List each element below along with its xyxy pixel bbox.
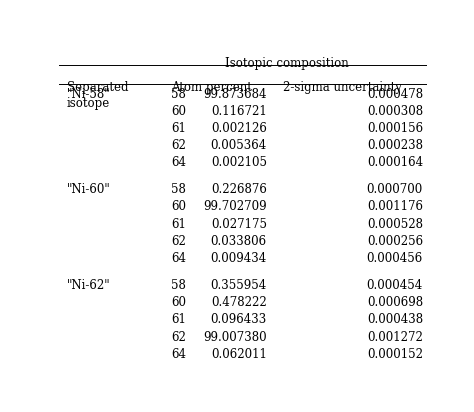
- Text: Isotopic composition: Isotopic composition: [225, 57, 349, 70]
- Text: 58: 58: [171, 183, 186, 196]
- Text: 0.005364: 0.005364: [210, 139, 267, 152]
- Text: 0.000456: 0.000456: [367, 252, 423, 265]
- Text: 61: 61: [171, 314, 186, 326]
- Text: 60: 60: [171, 105, 186, 118]
- Text: 0.116721: 0.116721: [211, 105, 267, 118]
- Text: 0.000454: 0.000454: [367, 279, 423, 292]
- Text: 62: 62: [171, 139, 186, 152]
- Text: 61: 61: [171, 218, 186, 231]
- Text: 64: 64: [171, 252, 186, 265]
- Text: 62: 62: [171, 235, 186, 248]
- Text: 0.000156: 0.000156: [367, 122, 423, 135]
- Text: 62: 62: [171, 330, 186, 344]
- Text: 0.355954: 0.355954: [210, 279, 267, 292]
- Text: 0.062011: 0.062011: [211, 348, 267, 360]
- Text: 0.478222: 0.478222: [211, 296, 267, 309]
- Text: 0.002105: 0.002105: [211, 156, 267, 169]
- Text: 0.001272: 0.001272: [367, 330, 423, 344]
- Text: 60: 60: [171, 296, 186, 309]
- Text: 0.000256: 0.000256: [367, 235, 423, 248]
- Text: 0.000478: 0.000478: [367, 87, 423, 101]
- Text: 0.000152: 0.000152: [367, 348, 423, 360]
- Text: "Ni-60": "Ni-60": [66, 183, 110, 196]
- Text: 58: 58: [171, 279, 186, 292]
- Text: 0.096433: 0.096433: [210, 314, 267, 326]
- Text: Atom percent: Atom percent: [171, 81, 252, 94]
- Text: 0.000698: 0.000698: [367, 296, 423, 309]
- Text: 99.007380: 99.007380: [203, 330, 267, 344]
- Text: "Ni-58": "Ni-58": [66, 87, 110, 101]
- Text: 0.000700: 0.000700: [367, 183, 423, 196]
- Text: 0.001176: 0.001176: [367, 201, 423, 213]
- Text: 2-sigma uncertainty: 2-sigma uncertainty: [283, 81, 401, 94]
- Text: 99.873684: 99.873684: [203, 87, 267, 101]
- Text: "Ni-62": "Ni-62": [66, 279, 110, 292]
- Text: 0.033806: 0.033806: [210, 235, 267, 248]
- Text: 99.702709: 99.702709: [203, 201, 267, 213]
- Text: 0.000238: 0.000238: [367, 139, 423, 152]
- Text: 0.226876: 0.226876: [211, 183, 267, 196]
- Text: 0.002126: 0.002126: [211, 122, 267, 135]
- Text: 0.000438: 0.000438: [367, 314, 423, 326]
- Text: 64: 64: [171, 156, 186, 169]
- Text: 0.027175: 0.027175: [211, 218, 267, 231]
- Text: 0.000164: 0.000164: [367, 156, 423, 169]
- Text: 58: 58: [171, 87, 186, 101]
- Text: 60: 60: [171, 201, 186, 213]
- Text: Separated
isotope: Separated isotope: [66, 81, 128, 110]
- Text: 0.000308: 0.000308: [367, 105, 423, 118]
- Text: 0.009434: 0.009434: [210, 252, 267, 265]
- Text: 64: 64: [171, 348, 186, 360]
- Text: 61: 61: [171, 122, 186, 135]
- Text: 0.000528: 0.000528: [367, 218, 423, 231]
